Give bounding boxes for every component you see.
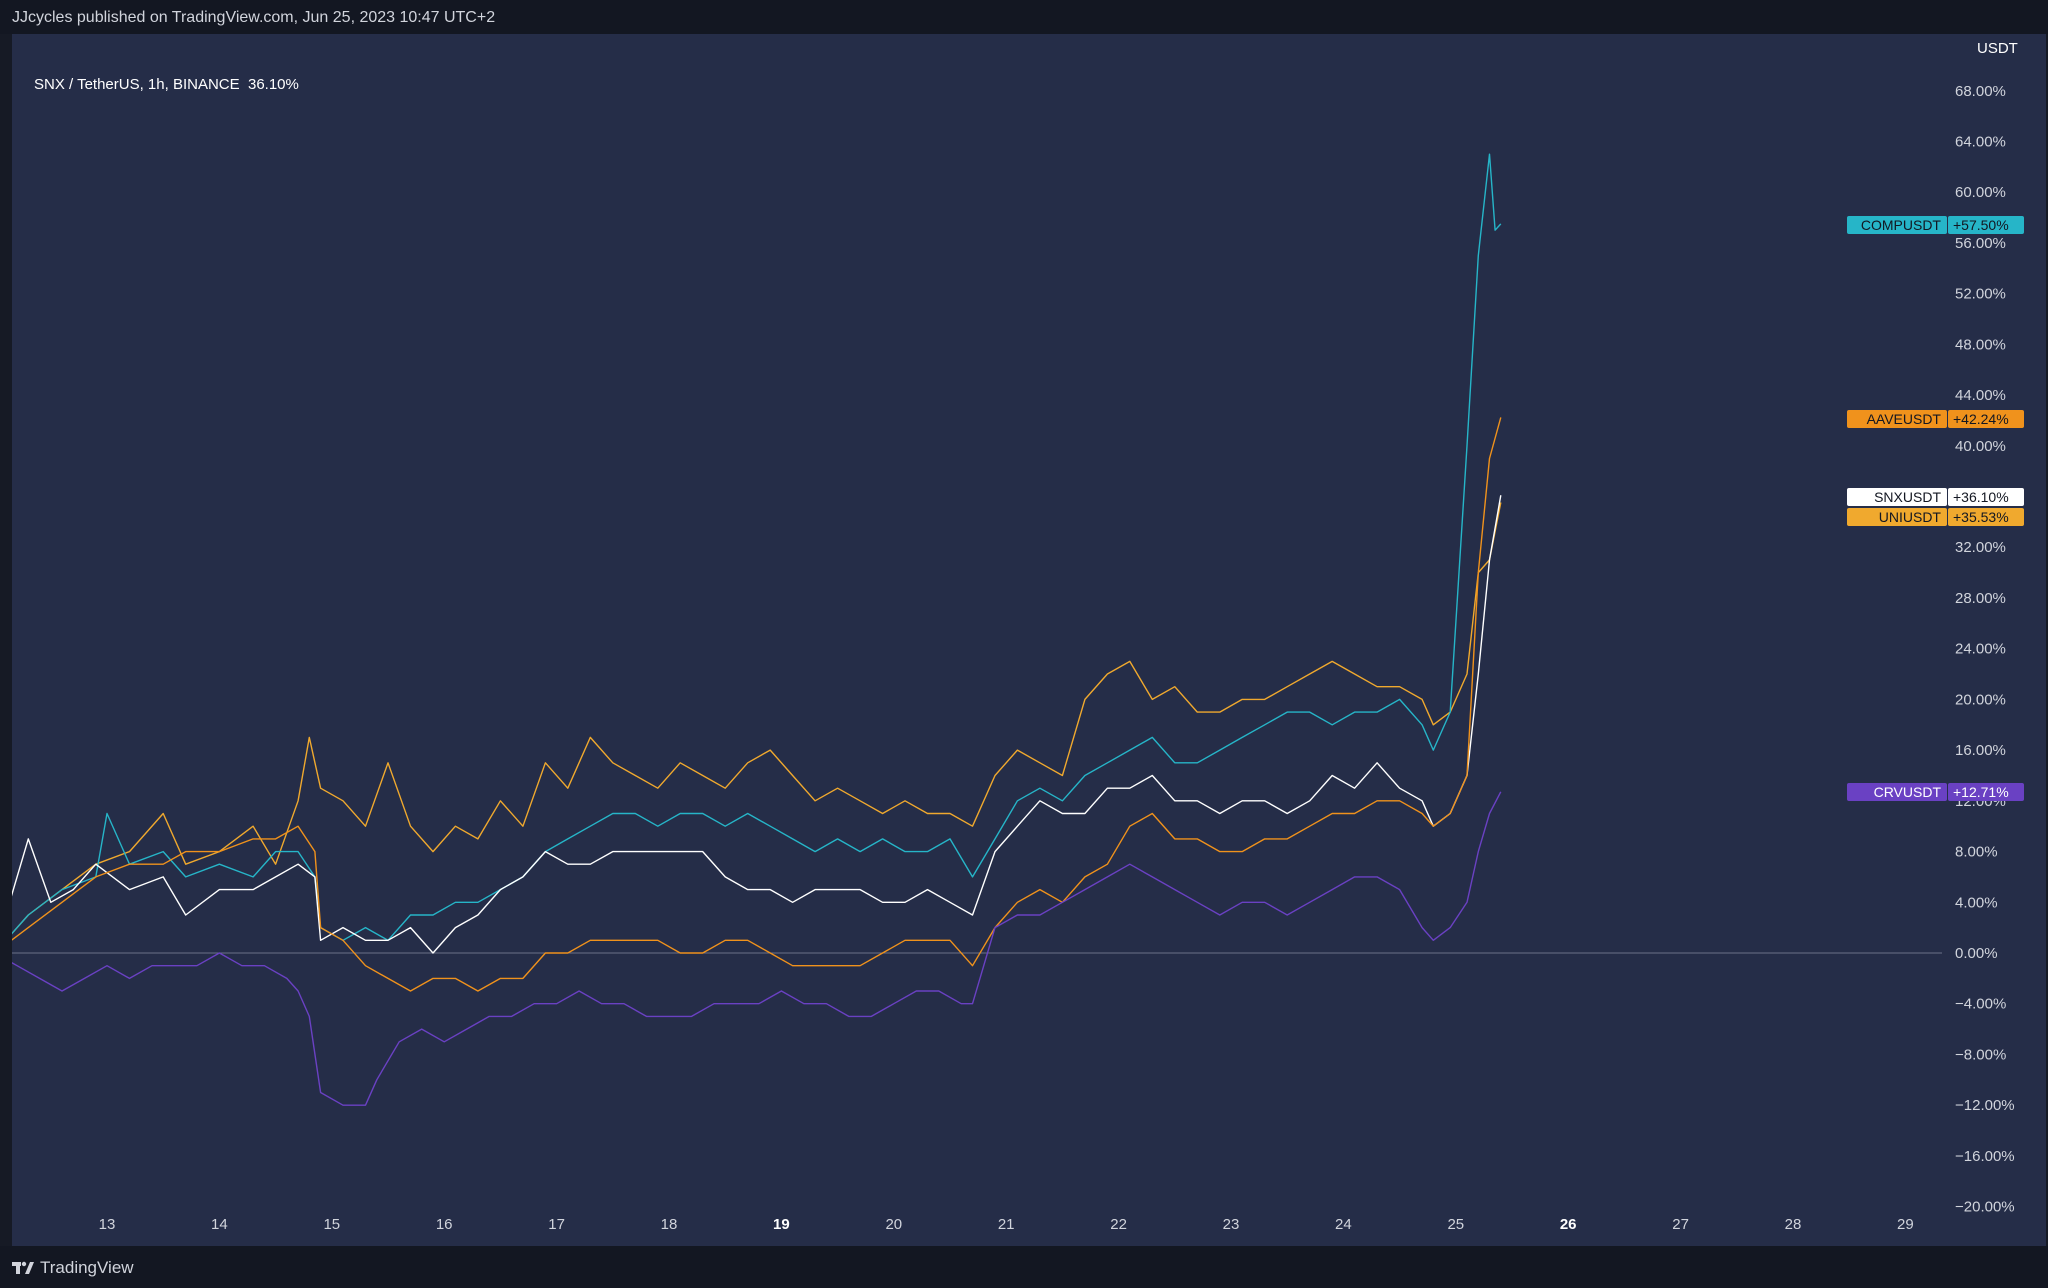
price-tag-name: COMPUSDT xyxy=(1861,217,1942,233)
y-tick-label: 60.00% xyxy=(1955,184,2006,201)
x-tick-label: 26 xyxy=(1560,1216,1577,1233)
x-tick-label: 27 xyxy=(1672,1216,1689,1233)
price-tag-value-bg xyxy=(1948,410,2024,428)
price-tag-value-bg xyxy=(1948,783,2024,801)
y-tick-label: 0.00% xyxy=(1955,945,1998,962)
series-line-compusdt[interactable] xyxy=(12,153,1502,953)
footer-bar: TradingView xyxy=(0,1246,2048,1288)
y-tick-label: 40.00% xyxy=(1955,438,2006,455)
x-tick-label: 24 xyxy=(1335,1216,1352,1233)
chart-pane[interactable]: USDT 68.00% 64.00% 60.00% 56.00% 52.00% 48.00%… xyxy=(12,34,2046,1246)
y-tick-label: 48.00% xyxy=(1955,336,2006,353)
y-tick-label: 24.00% xyxy=(1955,641,2006,658)
symbol-label: SNX / TetherUS, 1h, BINANCE xyxy=(34,76,240,93)
chart-svg[interactable]: USDT 68.00% 64.00% 60.00% 56.00% 52.00% 48.00%… xyxy=(12,34,2046,1246)
y-tick-label: 44.00% xyxy=(1955,387,2006,404)
y-tick-label: −16.00% xyxy=(1955,1148,2015,1165)
x-tick-label: 28 xyxy=(1785,1216,1802,1233)
y-tick-label: 52.00% xyxy=(1955,286,2006,303)
publish-header: JJcycles published on TradingView.com, J… xyxy=(0,0,2048,34)
price-tag-name-bg xyxy=(1847,783,1947,801)
x-tick-label: 21 xyxy=(998,1216,1015,1233)
price-tag-name-bg xyxy=(1847,488,1947,506)
x-tick-label: 14 xyxy=(211,1216,228,1233)
x-tick-label: 20 xyxy=(885,1216,902,1233)
x-tick-label: 25 xyxy=(1447,1216,1464,1233)
price-tag-name: UNIUSDT xyxy=(1879,509,1942,525)
y-tick-label: 4.00% xyxy=(1955,894,1998,911)
x-tick-label: 15 xyxy=(323,1216,340,1233)
y-tick-label: 8.00% xyxy=(1955,844,1998,861)
price-tag-name-bg xyxy=(1847,216,1947,234)
x-tick-label: 23 xyxy=(1223,1216,1240,1233)
x-tick-label: 29 xyxy=(1897,1216,1914,1233)
y-tick-label: −20.00% xyxy=(1955,1199,2015,1216)
series-line-aaveusdt[interactable] xyxy=(12,417,1502,992)
x-tick-label: 16 xyxy=(436,1216,453,1233)
x-tick-label: 13 xyxy=(99,1216,116,1233)
price-tag-name: SNXUSDT xyxy=(1874,489,1941,505)
price-tag-name: CRVUSDT xyxy=(1874,784,1942,800)
price-tag-value: +35.53% xyxy=(1953,509,2009,525)
price-tag-name-bg xyxy=(1847,508,1947,526)
price-tag-value: +42.24% xyxy=(1953,411,2009,427)
price-tag-value: +57.50% xyxy=(1953,217,2009,233)
price-tag-value-bg xyxy=(1948,508,2024,526)
y-tick-label: −4.00% xyxy=(1955,996,2006,1013)
y-tick-label: 64.00% xyxy=(1955,133,2006,150)
brand[interactable]: TradingView xyxy=(12,1258,134,1278)
symbol-value: 36.10% xyxy=(247,76,299,93)
y-tick-label: −12.00% xyxy=(1955,1097,2015,1114)
price-tag-value: +36.10% xyxy=(1953,489,2009,505)
y-tick-label: 56.00% xyxy=(1955,235,2006,252)
y-tick-label: 68.00% xyxy=(1955,83,2006,100)
series-line-uniusdt[interactable] xyxy=(12,502,1502,954)
publish-info: JJcycles published on TradingView.com, J… xyxy=(12,9,496,26)
symbol-legend[interactable]: SNX / TetherUS, 1h, BINANCE 36.10% xyxy=(34,76,299,93)
y-tick-label: 28.00% xyxy=(1955,590,2006,607)
y-tick-label: 32.00% xyxy=(1955,539,2006,556)
price-tag-value-bg xyxy=(1948,488,2024,506)
price-tag-value: +12.71% xyxy=(1953,784,2009,800)
x-tick-label: 22 xyxy=(1110,1216,1127,1233)
y-axis-unit: USDT xyxy=(1977,40,2018,57)
price-tag-name: AAVEUSDT xyxy=(1867,411,1942,427)
x-tick-label: 19 xyxy=(773,1216,790,1233)
x-tick-label: 18 xyxy=(661,1216,678,1233)
series-line-crvusdt[interactable] xyxy=(12,791,1502,1106)
series-line-snxusdt[interactable] xyxy=(12,495,1502,954)
y-tick-label: 20.00% xyxy=(1955,691,2006,708)
y-tick-label: −8.00% xyxy=(1955,1046,2006,1063)
price-tag-value-bg xyxy=(1948,216,2024,234)
brand-name: TradingView xyxy=(40,1258,134,1277)
tradingview-logo-icon xyxy=(12,1261,34,1274)
price-tag-name-bg xyxy=(1847,410,1947,428)
y-tick-label: 16.00% xyxy=(1955,742,2006,759)
x-tick-label: 17 xyxy=(548,1216,565,1233)
